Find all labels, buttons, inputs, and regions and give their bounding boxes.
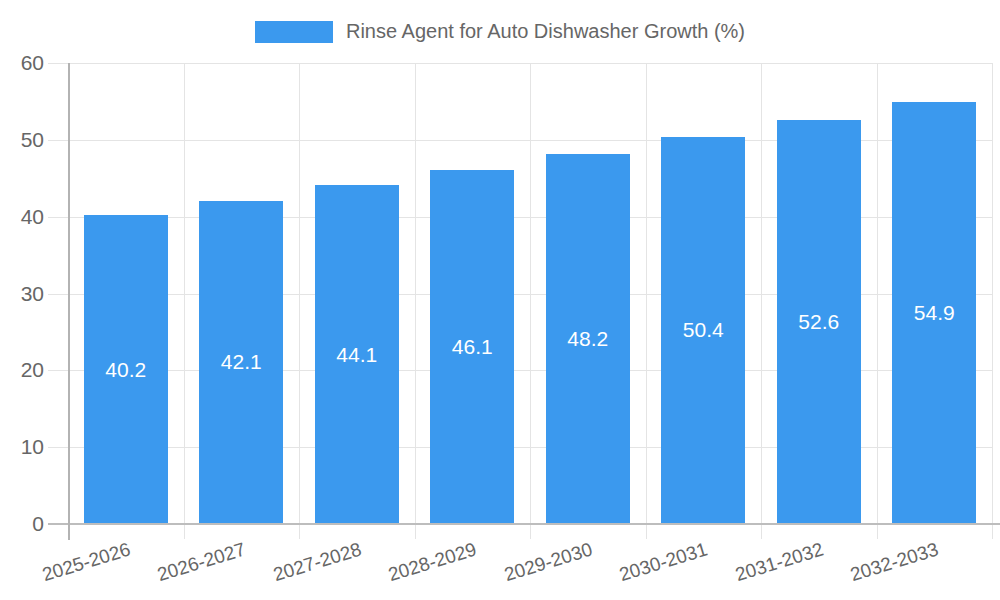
bar-value-label: 54.9 — [892, 301, 976, 325]
y-axis-line — [68, 63, 70, 540]
x-gridline — [530, 63, 531, 539]
bar-2029-2030[interactable]: 48.2 — [546, 154, 630, 524]
bar-2031-2032[interactable]: 52.6 — [777, 120, 861, 524]
plot-area: 40.2 42.1 44.1 46.1 48.2 50.4 52.6 54.9 — [68, 63, 992, 524]
x-gridline — [761, 63, 762, 539]
y-axis-tick-label: 0 — [32, 512, 44, 536]
bar-value-label: 44.1 — [315, 343, 399, 367]
bar-value-label: 50.4 — [661, 318, 745, 342]
y-gridline — [48, 63, 992, 64]
bar-value-label: 46.1 — [430, 335, 514, 359]
y-axis-tick-label: 20 — [21, 358, 44, 382]
y-axis-tick-labels: 0102030405060 — [0, 63, 44, 524]
x-gridline — [877, 63, 878, 539]
legend-label: Rinse Agent for Auto Dishwasher Growth (… — [346, 20, 745, 43]
bar-2028-2029[interactable]: 46.1 — [430, 170, 514, 524]
legend-item[interactable]: Rinse Agent for Auto Dishwasher Growth (… — [0, 20, 1000, 43]
y-axis-tick-label: 10 — [21, 435, 44, 459]
x-gridline — [992, 63, 993, 539]
x-gridline — [299, 63, 300, 539]
bar-2025-2026[interactable]: 40.2 — [84, 215, 168, 524]
bar-chart: Rinse Agent for Auto Dishwasher Growth (… — [0, 0, 1000, 600]
y-axis-tick-label: 50 — [21, 128, 44, 152]
bar-value-label: 52.6 — [777, 310, 861, 334]
x-gridline — [646, 63, 647, 539]
bar-value-label: 42.1 — [199, 350, 283, 374]
x-axis-line — [48, 523, 1000, 525]
bar-2030-2031[interactable]: 50.4 — [661, 137, 745, 524]
x-axis-tick-labels: 2025-20262026-20272027-20282028-20292029… — [68, 538, 992, 600]
legend-swatch — [255, 21, 333, 43]
y-axis-tick-label: 60 — [21, 51, 44, 75]
bar-2026-2027[interactable]: 42.1 — [199, 201, 283, 524]
bar-value-label: 48.2 — [546, 327, 630, 351]
y-axis-tick-label: 40 — [21, 205, 44, 229]
bar-value-label: 40.2 — [84, 358, 168, 382]
bar-2032-2033[interactable]: 54.9 — [892, 102, 976, 524]
x-gridline — [184, 63, 185, 539]
bar-2027-2028[interactable]: 44.1 — [315, 185, 399, 524]
y-axis-tick-label: 30 — [21, 282, 44, 306]
x-gridline — [415, 63, 416, 539]
